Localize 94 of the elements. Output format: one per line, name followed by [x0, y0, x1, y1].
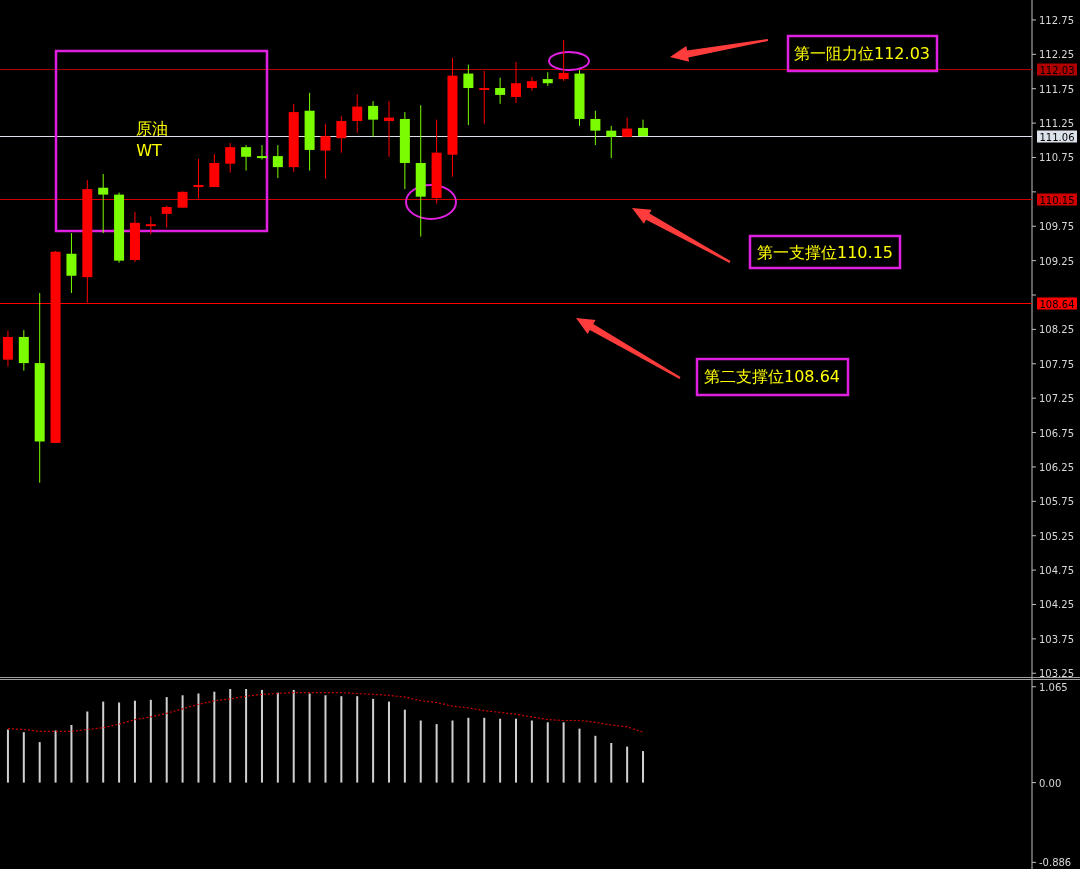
- y-tick-label: 0.00: [1039, 777, 1062, 789]
- bar: [229, 689, 232, 783]
- bar: [133, 700, 136, 783]
- y-tick-label: 106.25: [1039, 461, 1074, 473]
- bar: [165, 697, 168, 783]
- bar: [308, 693, 311, 783]
- y-tick-label: 111.25: [1039, 118, 1074, 130]
- bar: [197, 693, 200, 783]
- bar: [22, 732, 25, 783]
- bar: [419, 720, 422, 783]
- bar: [54, 730, 57, 783]
- bar: [515, 718, 517, 783]
- candlestick: [511, 61, 521, 104]
- candlestick: [256, 144, 267, 161]
- bar: [642, 751, 645, 783]
- candlestick: [193, 158, 204, 200]
- y-tick-label: 103.25: [1039, 668, 1074, 680]
- y-tick-label: 111.75: [1039, 83, 1074, 95]
- bar: [499, 718, 502, 783]
- y-tick-label: 104.25: [1039, 599, 1074, 611]
- bar: [102, 701, 105, 783]
- candlestick: [479, 70, 490, 125]
- bar: [403, 709, 406, 783]
- bar: [435, 724, 438, 783]
- candlestick: [66, 232, 77, 294]
- bar: [594, 735, 597, 783]
- candlestick: [606, 125, 617, 159]
- candlestick: [272, 144, 283, 179]
- y-tick-label: 1.065: [1039, 681, 1068, 693]
- bar: [118, 702, 121, 783]
- bar: [292, 689, 295, 783]
- bar: [387, 701, 390, 783]
- bar: [546, 722, 549, 783]
- candlestick: [336, 115, 347, 154]
- annotation: 第二支撑位108.64: [704, 367, 840, 386]
- y-tick-label: 109.25: [1039, 255, 1074, 267]
- candlestick: [638, 119, 649, 138]
- y-tick-label: 103.75: [1039, 633, 1074, 645]
- y-tick-label: 106.75: [1039, 427, 1074, 439]
- annotation: WT: [136, 141, 163, 160]
- bar: [562, 722, 565, 783]
- candlestick: [622, 117, 633, 139]
- y-tick-label: 112.75: [1039, 14, 1074, 26]
- bar: [356, 696, 359, 783]
- y-tick-label: 105.75: [1039, 496, 1074, 508]
- y-tick-label: 108.25: [1039, 324, 1074, 336]
- bar: [451, 720, 454, 783]
- candlestick: [558, 39, 569, 82]
- bar: [530, 720, 533, 783]
- bar: [276, 692, 279, 783]
- bar: [372, 698, 375, 783]
- candlestick: [241, 144, 252, 172]
- bar: [38, 742, 41, 783]
- bar: [578, 728, 581, 783]
- candlestick: [352, 93, 363, 134]
- candlestick: [463, 64, 474, 126]
- y-tick-label: 107.75: [1039, 358, 1074, 370]
- candlestick: [495, 77, 506, 105]
- bar: [213, 691, 216, 783]
- y-tick-label: -0.886: [1039, 857, 1072, 869]
- candlestick: [98, 173, 109, 234]
- line-series: [7, 692, 644, 733]
- ref-line-label: 111.06: [1039, 131, 1075, 143]
- y-tick-label: 104.75: [1039, 565, 1074, 577]
- bar: [626, 746, 629, 783]
- bar: [467, 717, 470, 783]
- y-tick-label: 112.25: [1039, 49, 1074, 61]
- bar: [149, 699, 152, 783]
- candlestick: [590, 110, 601, 146]
- bar: [483, 717, 486, 783]
- y-tick-label: 109.75: [1039, 221, 1074, 233]
- candlestick: [320, 123, 331, 180]
- annotation: 第一支撑位110.15: [757, 243, 893, 262]
- ref-line-label: 112.03: [1039, 64, 1075, 76]
- candlestick: [225, 142, 236, 174]
- candlestick: [2, 330, 13, 368]
- bar: [324, 695, 327, 783]
- bar: [260, 689, 263, 783]
- bar: [340, 696, 343, 783]
- y-tick-label: 107.25: [1039, 393, 1074, 405]
- candlestick: [526, 76, 537, 92]
- bar: [70, 725, 73, 783]
- bar: [86, 711, 89, 783]
- ref-line-label: 110.15: [1039, 194, 1075, 206]
- y-tick-label: 110.75: [1039, 152, 1074, 164]
- candlestick: [161, 205, 172, 229]
- annotation: 第一阻力位112.03: [794, 44, 930, 63]
- annotation: 原油: [136, 119, 168, 138]
- candlestick: [368, 100, 379, 138]
- bar: [610, 743, 613, 783]
- bar: [181, 695, 184, 783]
- bar: [245, 689, 248, 783]
- y-tick-label: 105.25: [1039, 530, 1074, 542]
- ref-line-label: 108.64: [1039, 298, 1075, 310]
